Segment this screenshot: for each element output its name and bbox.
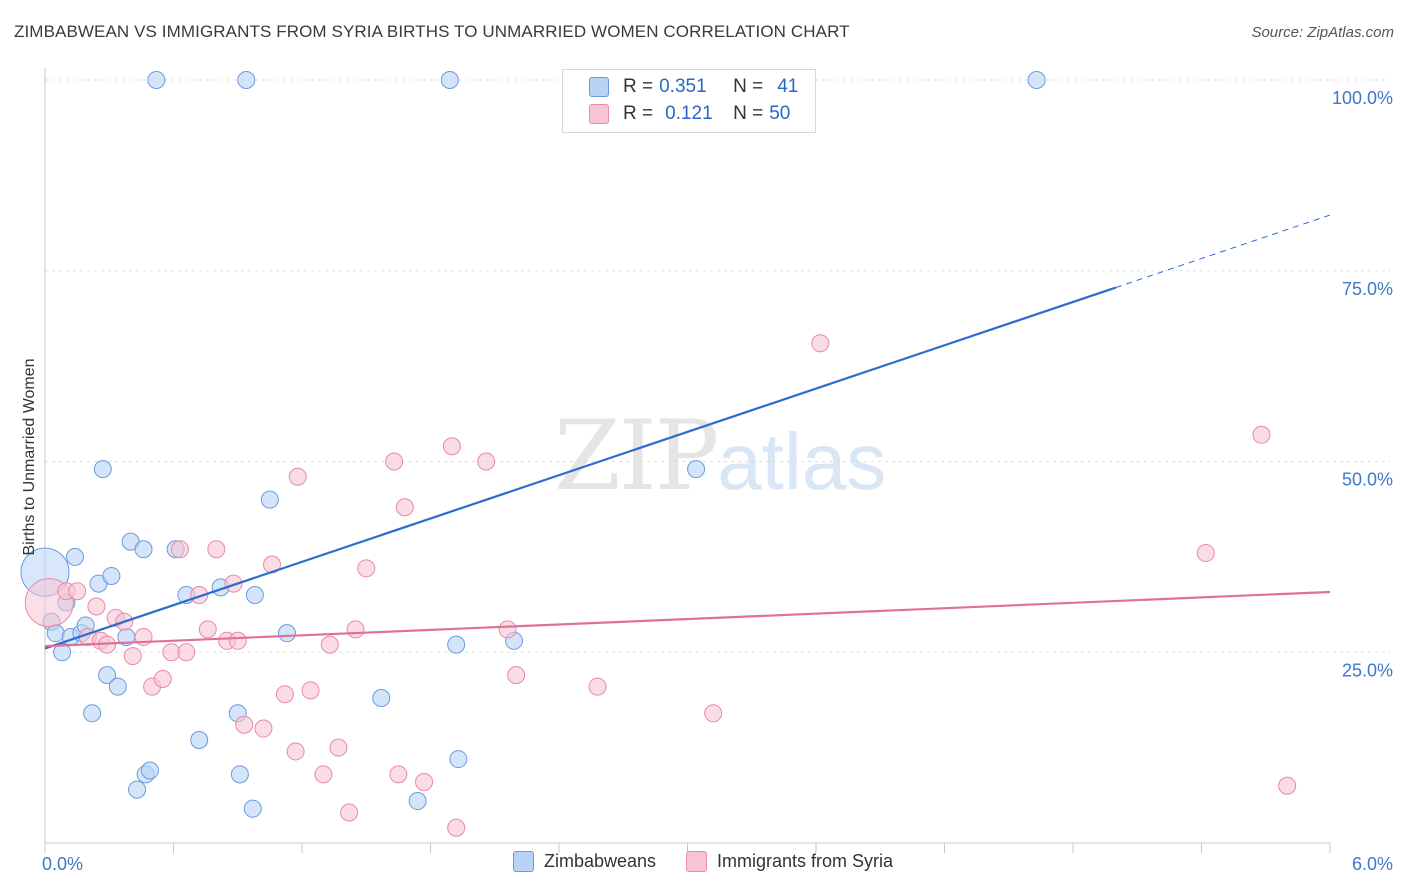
zimbabwean-point [245,586,264,605]
zimbabwean-point [98,666,117,685]
y-tick-label: 100.0% [1332,88,1393,108]
legend-r-label: R = [623,76,654,97]
syria-trendline [44,590,1331,648]
syria-point [704,704,723,723]
syria-point [447,818,466,837]
zimbabwean-point [243,799,262,818]
syria-point [177,643,196,662]
syria-point [162,643,181,662]
zimbabwean-point [140,761,159,780]
syria-point [207,540,226,559]
zimbabwean-point [134,540,153,559]
syria-point [198,620,217,639]
zimbabwean-point [449,750,468,769]
zimbabwean-point [408,792,427,811]
zimbabwean-point [260,490,279,509]
zimbabwean-point [128,780,147,799]
zimbabwean-point [230,765,249,784]
syria-point [228,631,247,650]
syria-point [314,765,333,784]
zimbabwean-point [83,704,102,723]
zimbabwean-point [237,71,256,89]
syria-point [288,467,307,486]
zimbabwean-point [102,566,121,585]
legend-item-zimbabweans: Zimbabweans [512,851,657,872]
syria-point [811,334,830,353]
syria-point [190,586,209,605]
zimbabwean-point [372,689,391,708]
syria-point [235,715,254,734]
legend-row-zimbabweans: R = 0.351 N = 41 [589,74,798,100]
legend-swatch-pink [686,851,708,872]
syria-point [385,452,404,471]
syria-point [442,437,461,456]
legend-r-value: 0.351 [659,76,707,97]
syria-point [68,582,87,601]
syria-point [477,452,496,471]
syria-point [87,597,106,616]
syria-point [254,719,273,738]
syria-point [498,620,517,639]
syria-point [340,803,359,822]
syria-point [153,669,172,688]
syria-point [395,498,414,517]
syria-point [1252,425,1271,444]
zimbabwean-point [46,624,65,643]
zimbabwean-point [93,460,112,479]
syria-point [320,635,339,654]
zimbabwean-point [108,677,127,696]
legend-swatch-blue [589,77,609,97]
syria-point [415,772,434,791]
y-axis-label: Births to Unmarried Women [21,358,38,556]
syria-point [329,738,348,757]
syria-point [507,666,526,685]
syria-point [224,574,243,593]
correlation-legend: R = 0.351 N = 41 R = 0.121 N = 50 [562,69,816,133]
zimbabwean-point [1027,71,1046,89]
syria-point [346,620,365,639]
legend-swatch-pink [589,104,609,124]
syria-point [357,559,376,578]
zimbabwean-trendline-extension [1115,214,1331,289]
syria-point [286,742,305,761]
y-tick-label: 25.0% [1342,660,1393,680]
legend-r-label: R = [623,103,654,124]
legend-label-zimbabweans: Zimbabweans [543,851,657,871]
syria-point [170,540,189,559]
x-tick-label: 0.0% [42,854,83,874]
zimbabwean-point [190,730,209,749]
legend-item-syria: Immigrants from Syria [686,851,893,872]
syria-point [301,681,320,700]
syria-point [389,765,408,784]
legend-n-value: 41 [777,76,799,97]
zimbabwean-point [278,624,297,643]
legend-r-value: 0.121 [665,103,713,124]
legend-row-syria: R = 0.121 N = 50 [589,101,790,127]
source-credit: Source: ZipAtlas.com [1251,24,1394,41]
syria-point [1278,776,1297,795]
legend-n-label: N = [733,76,764,97]
y-tick-label: 75.0% [1342,279,1393,299]
x-tick-label: 6.0% [1352,854,1393,874]
zimbabwean-trendline [44,286,1117,650]
syria-point [1196,544,1215,563]
chart-title: ZIMBABWEAN VS IMMIGRANTS FROM SYRIA BIRT… [14,22,850,41]
y-tick-label: 50.0% [1342,470,1393,490]
syria-point [588,677,607,696]
syria-point [123,647,142,666]
zimbabwean-point [65,547,84,566]
zimbabwean-point [687,460,706,479]
legend-swatch-blue [512,851,534,872]
series-legend: Zimbabweans Immigrants from Syria [0,851,1406,872]
zimbabwean-point [440,71,459,89]
zimbabwean-point [447,635,466,654]
zimbabwean-point [147,71,166,89]
legend-n-label: N = [733,103,764,124]
legend-label-syria: Immigrants from Syria [717,851,894,871]
legend-n-value: 50 [769,103,791,124]
syria-point [275,685,294,704]
